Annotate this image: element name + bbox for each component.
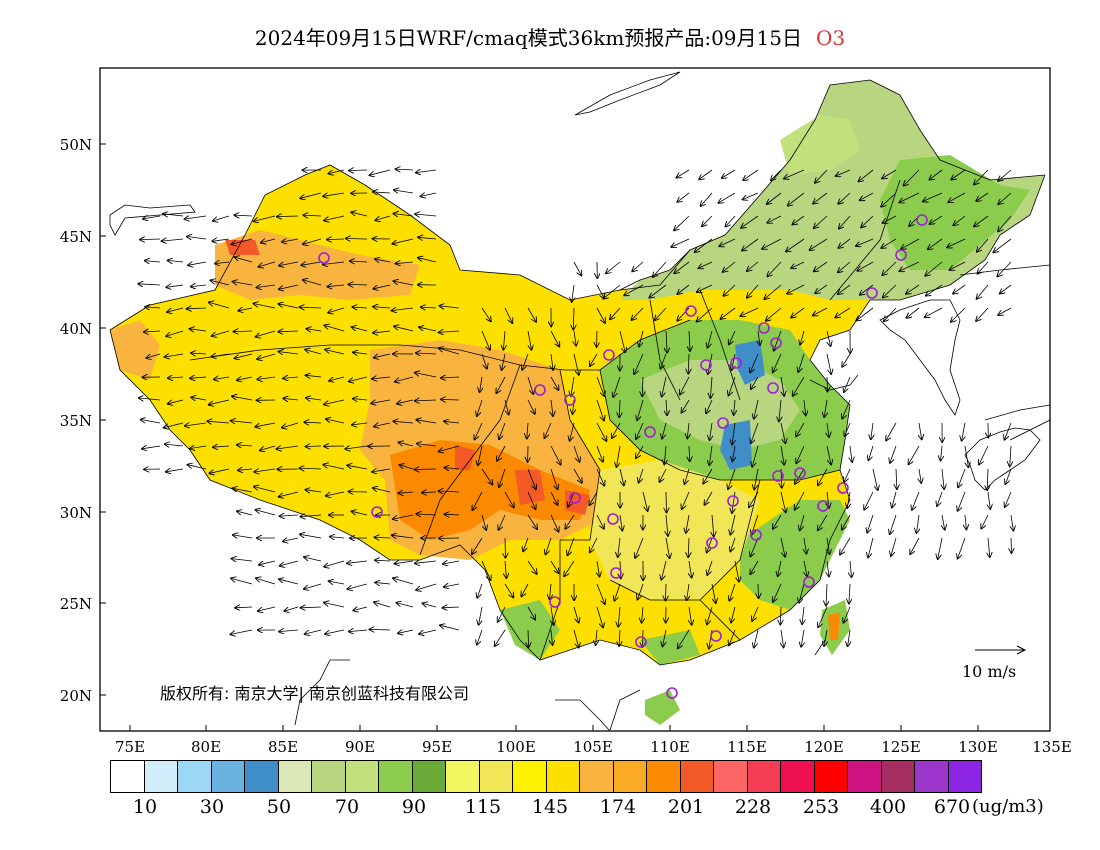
legend-label-10: 10 <box>132 796 158 818</box>
legend-swatch-18 <box>714 761 748 792</box>
legend-swatch-15 <box>613 761 647 792</box>
red-zone-2 <box>515 470 545 505</box>
legend-label-228: 228 <box>734 796 772 818</box>
orange-zone-xinjiang <box>215 230 420 300</box>
legend-swatch-5 <box>278 761 312 792</box>
legend-label-115: 115 <box>464 796 502 818</box>
lon-label-110e: 110E <box>650 738 690 756</box>
map-border <box>99 67 1051 732</box>
neighbor-coastlines <box>109 71 1050 731</box>
lat-label-20n: 20N <box>59 687 92 705</box>
color-legend <box>110 760 982 793</box>
red-zone-4 <box>225 240 260 255</box>
legend-label-145: 145 <box>531 796 569 818</box>
lat-label-35n: 35N <box>59 412 92 430</box>
legend-swatch-16 <box>647 761 681 792</box>
legend-swatch-22 <box>848 761 882 792</box>
legend-label-50: 50 <box>266 796 292 818</box>
legend-swatch-14 <box>580 761 614 792</box>
legend-swatch-21 <box>814 761 848 792</box>
lon-label-105e: 105E <box>573 738 613 756</box>
forecast-map <box>99 67 1051 732</box>
legend-swatch-10 <box>446 761 480 792</box>
legend-label-670: 670 <box>933 796 971 818</box>
map-title: 2024年09月15日WRF/cmaq模式36km预报产品:09月15日 O3 <box>0 22 1100 51</box>
lon-label-75e: 75E <box>114 738 146 756</box>
legend-swatch-17 <box>680 761 714 792</box>
lat-label-25n: 25N <box>59 595 92 613</box>
dark-orange-zone <box>390 440 590 540</box>
legend-unit: (ug/m3) <box>972 796 1044 817</box>
legend-swatch-3 <box>211 761 245 792</box>
lightgreen-zone-northchina <box>640 360 800 450</box>
province-borders <box>109 79 1046 666</box>
taiwan-core <box>828 612 840 640</box>
legend-swatch-1 <box>144 761 178 792</box>
axis-ticks <box>100 143 1051 731</box>
lat-label-50n: 50N <box>59 136 92 154</box>
lat-label-40n: 40N <box>59 320 92 338</box>
legend-label-70: 70 <box>334 796 360 818</box>
lon-label-115e: 115E <box>727 738 767 756</box>
legend-swatch-0 <box>111 761 145 792</box>
legend-label-400: 400 <box>869 796 907 818</box>
lat-label-45n: 45N <box>59 228 92 246</box>
legend-swatch-4 <box>245 761 279 792</box>
yellow-zone-central <box>590 460 760 600</box>
lon-label-135e: 135E <box>1032 738 1072 756</box>
darkgreen-zone-northeast <box>880 155 1030 270</box>
wind-vectors <box>138 169 1013 648</box>
paleyellow-zone-northeast <box>780 115 860 175</box>
lon-label-100e: 100E <box>496 738 536 756</box>
legend-swatch-8 <box>379 761 413 792</box>
lon-label-130e: 130E <box>958 738 998 756</box>
wind-reference-arrow <box>975 645 1027 655</box>
legend-swatch-24 <box>915 761 949 792</box>
legend-swatch-9 <box>412 761 446 792</box>
legend-swatch-12 <box>513 761 547 792</box>
lon-label-85e: 85E <box>267 738 299 756</box>
lon-label-120e: 120E <box>804 738 844 756</box>
lat-label-30n: 30N <box>59 504 92 522</box>
legend-swatch-25 <box>948 761 981 792</box>
lon-label-80e: 80E <box>190 738 222 756</box>
legend-swatch-11 <box>479 761 513 792</box>
legend-swatch-19 <box>747 761 781 792</box>
red-zone-1 <box>455 445 475 470</box>
lon-label-125e: 125E <box>881 738 921 756</box>
lon-label-90e: 90E <box>344 738 376 756</box>
wind-reference-label: 10 m/s <box>962 662 1017 681</box>
pollutant-label: O3 <box>815 26 846 50</box>
legend-label-30: 30 <box>199 796 225 818</box>
legend-label-90: 90 <box>401 796 427 818</box>
legend-label-174: 174 <box>599 796 637 818</box>
legend-label-253: 253 <box>802 796 840 818</box>
legend-swatch-20 <box>781 761 815 792</box>
blue-zone-2 <box>720 420 752 470</box>
legend-label-201: 201 <box>667 796 705 818</box>
green-zone-south <box>640 630 700 665</box>
legend-swatch-13 <box>546 761 580 792</box>
lon-label-95e: 95E <box>421 738 453 756</box>
blue-zone-1 <box>735 340 765 385</box>
legend-swatch-2 <box>178 761 212 792</box>
legend-swatch-23 <box>881 761 915 792</box>
monitoring-stations <box>318 214 928 699</box>
legend-swatch-7 <box>345 761 379 792</box>
copyright-notice: 版权所有: 南京大学| 南京创蓝科技有限公司 <box>160 684 469 703</box>
legend-swatch-6 <box>312 761 346 792</box>
title-text: 2024年09月15日WRF/cmaq模式36km预报产品:09月15日 <box>254 26 802 50</box>
